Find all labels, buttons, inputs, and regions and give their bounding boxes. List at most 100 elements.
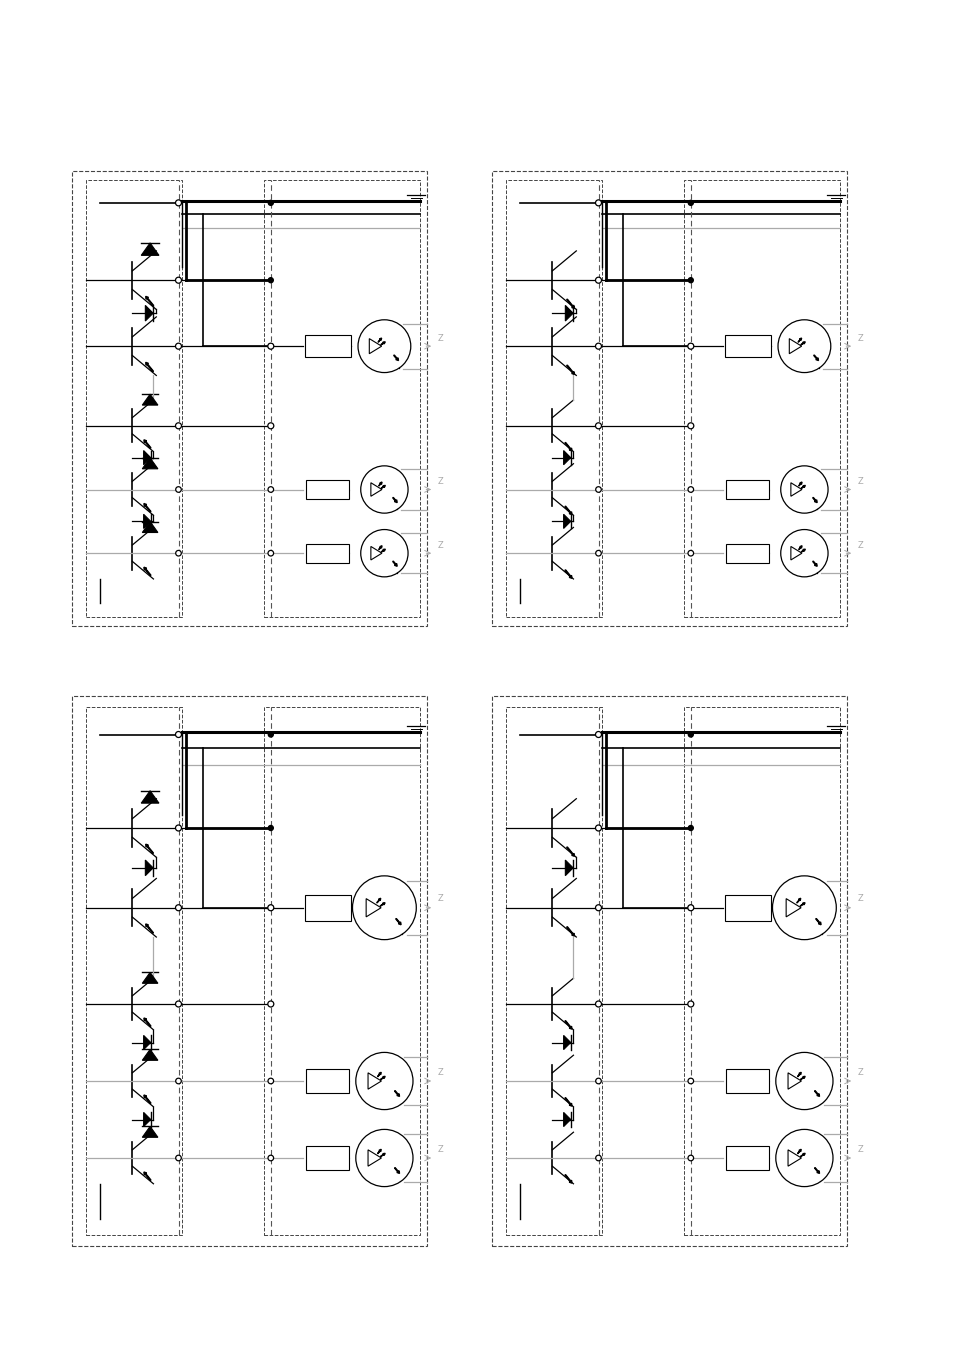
FancyArrow shape [564, 570, 572, 578]
Circle shape [687, 732, 693, 738]
Text: Z: Z [437, 1146, 443, 1154]
FancyArrow shape [813, 355, 818, 361]
Circle shape [687, 550, 693, 557]
FancyArrow shape [394, 355, 398, 361]
Circle shape [778, 320, 830, 373]
Circle shape [595, 1078, 600, 1084]
Polygon shape [141, 790, 159, 802]
Polygon shape [145, 861, 153, 875]
Text: Z: Z [857, 1146, 862, 1154]
Circle shape [595, 905, 601, 911]
FancyArrow shape [800, 902, 804, 907]
Circle shape [360, 530, 408, 577]
FancyArrow shape [812, 497, 817, 503]
FancyArrow shape [393, 561, 396, 566]
Text: Z: Z [437, 1069, 443, 1077]
FancyArrow shape [146, 844, 153, 854]
FancyArrow shape [377, 1150, 381, 1154]
FancyArrow shape [395, 1090, 399, 1097]
FancyArrow shape [797, 1073, 801, 1077]
Text: Z: Z [857, 334, 862, 343]
FancyArrow shape [800, 1154, 804, 1156]
Bar [723, 335, 770, 357]
FancyArrow shape [815, 919, 821, 924]
FancyArrow shape [814, 1167, 819, 1174]
FancyArrow shape [796, 898, 800, 902]
Circle shape [687, 486, 693, 492]
FancyArrow shape [380, 1154, 385, 1156]
Circle shape [780, 530, 827, 577]
Circle shape [268, 905, 274, 911]
Circle shape [268, 732, 273, 738]
Bar [306, 1147, 349, 1170]
Circle shape [687, 278, 693, 282]
Circle shape [268, 1155, 274, 1161]
FancyArrow shape [564, 1097, 572, 1106]
Circle shape [175, 550, 181, 557]
FancyArrow shape [564, 507, 572, 515]
Circle shape [268, 200, 273, 205]
Polygon shape [144, 1112, 151, 1127]
FancyArrow shape [800, 1077, 804, 1079]
FancyArrow shape [812, 561, 817, 566]
Circle shape [175, 825, 181, 831]
FancyArrow shape [393, 497, 396, 503]
Text: Z: Z [437, 894, 443, 904]
Polygon shape [142, 521, 158, 532]
Circle shape [268, 343, 273, 349]
Circle shape [772, 875, 836, 940]
FancyArrow shape [380, 1077, 385, 1079]
Text: Z: Z [857, 540, 862, 550]
FancyArrow shape [798, 546, 801, 550]
Circle shape [360, 466, 408, 513]
Circle shape [687, 1078, 693, 1084]
FancyArrow shape [566, 365, 574, 374]
FancyArrow shape [144, 440, 151, 449]
Circle shape [595, 825, 601, 831]
Circle shape [595, 731, 601, 738]
FancyArrow shape [566, 299, 574, 308]
Text: Z: Z [437, 334, 443, 343]
Bar [304, 894, 351, 921]
Circle shape [175, 1155, 181, 1161]
FancyArrow shape [379, 902, 385, 907]
Circle shape [595, 423, 601, 428]
Circle shape [595, 486, 600, 492]
Polygon shape [563, 1112, 570, 1127]
Circle shape [175, 200, 181, 205]
Circle shape [175, 731, 181, 738]
Circle shape [268, 423, 274, 428]
FancyArrow shape [144, 1019, 151, 1027]
Circle shape [175, 486, 181, 492]
FancyArrow shape [378, 482, 381, 486]
Bar [306, 543, 349, 563]
Bar [723, 894, 770, 921]
FancyArrow shape [800, 342, 804, 345]
Polygon shape [144, 1035, 151, 1050]
Circle shape [595, 277, 601, 284]
FancyArrow shape [801, 549, 804, 553]
Circle shape [268, 486, 274, 492]
Polygon shape [142, 458, 158, 469]
Circle shape [268, 905, 273, 911]
Circle shape [268, 550, 274, 557]
Polygon shape [565, 305, 573, 322]
Circle shape [268, 825, 273, 831]
Text: Z: Z [437, 477, 443, 486]
Circle shape [595, 1001, 601, 1006]
FancyArrow shape [146, 296, 153, 305]
Circle shape [687, 1001, 693, 1006]
Polygon shape [144, 515, 151, 528]
FancyArrow shape [146, 362, 153, 372]
Circle shape [357, 320, 411, 373]
FancyArrow shape [378, 546, 381, 550]
Text: Z: Z [857, 1069, 862, 1077]
Circle shape [687, 200, 693, 205]
FancyArrow shape [377, 338, 381, 342]
Circle shape [175, 1001, 181, 1006]
Circle shape [175, 423, 181, 428]
Circle shape [175, 1078, 181, 1084]
FancyArrow shape [144, 567, 151, 576]
Polygon shape [142, 394, 158, 405]
Text: Z: Z [857, 894, 862, 904]
